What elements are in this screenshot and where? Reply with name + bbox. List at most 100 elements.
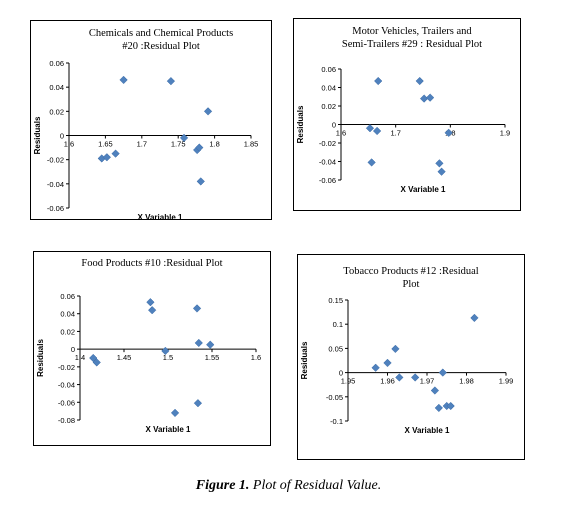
y-tick-label: 0.06 [49,59,64,68]
data-point [119,75,128,85]
chart-title-line: Motor Vehicles, Trailers and [352,26,472,37]
y-axis-label: Residuals [36,339,45,377]
data-point [437,167,446,176]
data-point [425,93,435,102]
y-tick-label: 0.02 [49,107,64,116]
y-tick-label: -0.1 [330,417,343,426]
data-point [102,153,112,162]
data-point [166,76,176,86]
y-tick-label: 0 [339,369,343,378]
data-point [374,76,383,86]
y-axis-label: Residuals [33,116,42,154]
y-tick-label: 0.15 [328,296,343,305]
chart-title-line: Semi-Trailers #29 : Residual Plot [342,39,482,50]
x-tick-label: 1.85 [244,140,259,149]
data-point [194,338,203,348]
data-point [415,76,424,86]
y-tick-label: -0.04 [58,381,75,390]
data-point [179,133,189,143]
y-axis-label: Residuals [300,341,309,379]
data-point [371,363,380,372]
residual-plot-tobacco-products: Tobacco Products #12 :Residual Plot 0.15 0.… [297,254,525,460]
y-tick-label: 0.02 [60,327,75,336]
data-point [434,403,444,413]
data-point [206,340,215,349]
chart-svg: Chemicals and Chemical Products #20 :Resi… [33,28,259,222]
residual-plot-food-products: Food Products #10 :Residual Plot 0.06 0.04… [33,251,271,446]
chart-svg: Tobacco Products #12 :Residual Plot 0.15 0.… [300,266,513,435]
data-point [383,358,392,368]
y-tick-label: 0.05 [328,344,343,353]
y-tick-label: 0.04 [321,84,336,93]
x-tick-label: 1.4 [75,353,85,362]
data-point [367,158,376,167]
x-tick-label: 1.6 [336,129,346,138]
y-tick-label: 0.06 [60,292,75,301]
x-tick-label: 1.96 [380,377,395,386]
y-tick-label: 0 [71,345,75,354]
y-tick-label: 0 [60,132,64,141]
data-point [391,344,400,354]
data-point [146,298,155,307]
chart-title-line: Food Products #10 :Residual Plot [81,258,222,269]
data-point [195,143,204,152]
y-tick-label: 0.04 [49,83,64,92]
data-point [196,177,205,186]
data-point [446,401,455,411]
y-tick-label: 0.1 [333,320,343,329]
y-tick-label: 0.04 [60,310,75,319]
chart-title-line: Chemicals and Chemical Products [89,28,233,39]
y-tick-label: -0.04 [47,180,64,189]
figure-caption-label: Figure 1. [195,478,250,493]
data-point [410,373,420,382]
y-tick-label: -0.06 [319,176,336,185]
chart-title-line: Plot [403,279,420,290]
x-tick-label: 1.8 [209,140,219,149]
y-tick-label: 0.06 [321,65,336,74]
x-tick-label: 1.6 [251,353,261,362]
x-tick-label: 1.6 [64,140,74,149]
chart-svg: Motor Vehicles, Trailers and Semi-Trailer… [296,26,510,194]
y-tick-label: -0.06 [58,398,75,407]
x-axis-label: X Variable 1 [401,185,446,194]
data-point [372,126,382,136]
data-point [192,304,202,313]
y-tick-label: -0.06 [47,204,64,213]
data-point [419,94,429,103]
residual-plot-motor-vehicles: Motor Vehicles, Trailers and Semi-Trailer… [293,18,521,211]
y-tick-label: -0.02 [58,363,75,372]
data-point [161,346,170,356]
data-point [470,313,479,323]
chart-title-line: #20 :Residual Plot [122,41,200,52]
x-tick-label: 1.55 [205,353,220,362]
x-axis-label: X Variable 1 [146,425,191,434]
x-tick-label: 1.75 [171,140,186,149]
y-tick-label: 0.02 [321,102,336,111]
y-tick-label: -0.05 [326,393,343,402]
data-point [438,368,447,377]
x-tick-label: 1.95 [341,377,356,386]
data-point [111,149,120,158]
x-tick-label: 1.9 [500,129,510,138]
data-point [193,399,203,408]
x-axis-label: X Variable 1 [405,426,450,435]
x-axis-label: X Variable 1 [138,213,183,222]
x-tick-label: 1.45 [117,353,132,362]
x-tick-label: 1.7 [137,140,147,149]
data-point [92,358,101,367]
figure-caption-text: Plot of Residual Value. [249,478,382,493]
data-point [365,124,375,133]
data-point [444,128,453,137]
x-tick-label: 1.5 [163,353,173,362]
data-point [430,386,440,395]
y-tick-label: -0.04 [319,158,336,167]
chart-svg: Food Products #10 :Residual Plot 0.06 0.04… [36,258,261,434]
y-tick-label: -0.02 [47,156,64,165]
figure-caption: Figure 1. Plot of Residual Value. [0,478,577,494]
x-tick-label: 1.65 [98,140,113,149]
data-point [435,159,444,168]
x-tick-label: 1.98 [459,377,474,386]
residual-plot-chemicals: Chemicals and Chemical Products #20 :Resi… [30,20,272,222]
chart-title-line: Tobacco Products #12 :Residual [343,266,479,277]
y-tick-label: -0.02 [319,139,336,148]
